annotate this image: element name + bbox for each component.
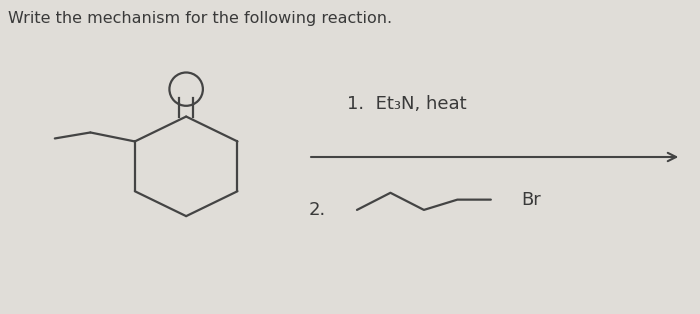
Text: 1.  Et₃N, heat: 1. Et₃N, heat (346, 95, 466, 113)
Text: Br: Br (521, 191, 540, 209)
Text: 2.: 2. (308, 201, 326, 219)
Text: Write the mechanism for the following reaction.: Write the mechanism for the following re… (8, 11, 393, 26)
